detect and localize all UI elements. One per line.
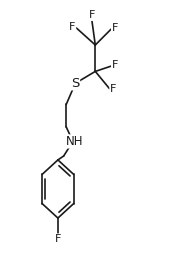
Text: NH: NH <box>66 135 83 148</box>
Text: S: S <box>71 77 80 90</box>
Text: F: F <box>112 60 118 70</box>
Text: F: F <box>112 23 118 33</box>
Text: F: F <box>69 22 76 32</box>
Text: F: F <box>89 10 95 20</box>
Text: F: F <box>110 84 116 94</box>
Text: F: F <box>55 234 61 244</box>
